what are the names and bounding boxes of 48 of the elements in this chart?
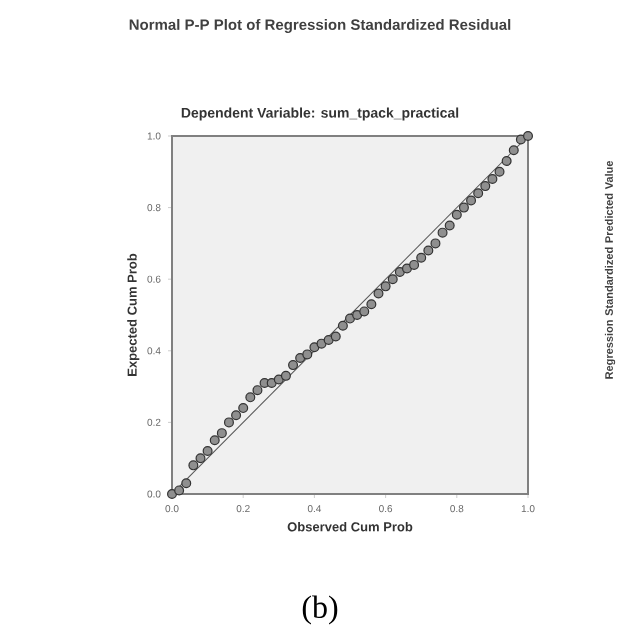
point: [430, 238, 441, 249]
point: [330, 331, 341, 342]
point: [416, 252, 427, 263]
text: (b): [302, 595, 338, 625]
point: [515, 134, 526, 145]
point: [280, 370, 291, 381]
point: [466, 195, 477, 206]
point: [473, 188, 484, 199]
point: [508, 145, 519, 156]
point: [337, 320, 348, 331]
point: [373, 288, 384, 299]
point: [523, 130, 534, 141]
point: [366, 299, 377, 310]
point: [458, 202, 469, 213]
point: [380, 281, 391, 292]
point: [394, 267, 405, 278]
point: [209, 435, 220, 446]
point: [444, 220, 455, 231]
point: [401, 263, 412, 274]
point: [316, 338, 327, 349]
point: [223, 417, 234, 428]
point: [174, 485, 185, 496]
point: [288, 360, 299, 371]
point: [302, 349, 313, 360]
point: [494, 166, 505, 177]
point: [359, 306, 370, 317]
point: [451, 209, 462, 220]
point: [387, 274, 398, 285]
point: [309, 342, 320, 353]
point: [409, 259, 420, 270]
point: [202, 446, 213, 457]
point: [231, 410, 242, 421]
point: [437, 227, 448, 238]
point: [266, 378, 277, 389]
point: [252, 385, 263, 396]
point: [181, 478, 192, 489]
point: [323, 335, 334, 346]
point: [487, 173, 498, 184]
point: [423, 245, 434, 256]
point: [480, 181, 491, 192]
point: [501, 156, 512, 167]
point: [245, 392, 256, 403]
point: [345, 313, 356, 324]
point: [167, 489, 177, 499]
point: [195, 453, 206, 464]
point: [188, 460, 199, 471]
point: [216, 428, 227, 439]
point: [238, 403, 249, 414]
